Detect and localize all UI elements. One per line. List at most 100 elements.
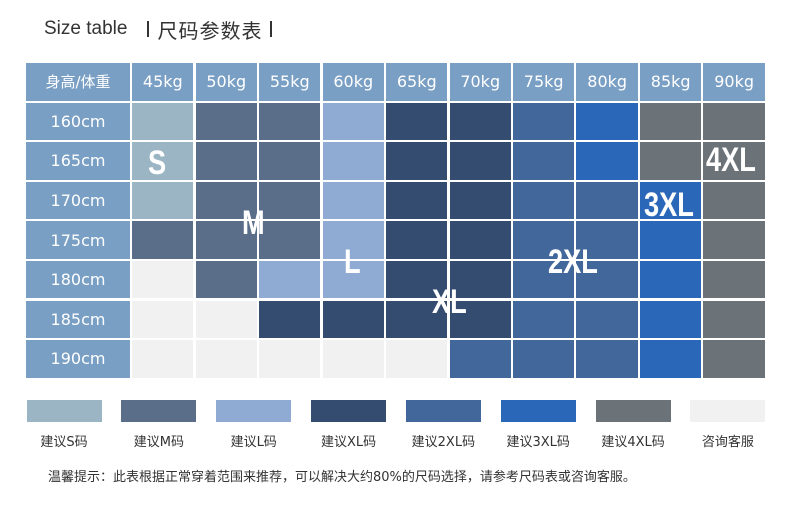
size-cell	[386, 142, 448, 180]
size-cell	[322, 340, 384, 378]
size-cell	[259, 142, 321, 180]
size-cell	[639, 221, 702, 259]
size-cell	[576, 260, 638, 299]
legend-label: 建议4XL码	[601, 435, 665, 450]
size-cell	[639, 142, 702, 180]
size-cell	[703, 102, 765, 141]
size-cell	[259, 340, 321, 378]
legend-swatch	[500, 400, 576, 422]
size-cell	[322, 142, 384, 180]
title-divider-end	[270, 21, 273, 37]
weight-header: 75kg	[513, 63, 575, 101]
size-cell	[195, 260, 257, 299]
size-cell	[639, 102, 702, 141]
size-cell	[386, 181, 448, 220]
weight-header: 55kg	[259, 63, 321, 101]
size-cell	[576, 340, 638, 378]
height-label: 170cm	[26, 181, 130, 220]
weight-header: 90kg	[703, 63, 765, 101]
size-region-label: M	[242, 204, 265, 242]
size-cell	[195, 102, 257, 141]
size-cell	[132, 221, 194, 259]
color-legend: 建议S码 建议M码 建议L码 建议XL码 建议2XL码 建议3XL码 建议4XL码 咨询客服	[26, 400, 766, 450]
size-region-label: XL	[432, 283, 467, 321]
size-cell	[703, 221, 765, 259]
height-label: 175cm	[26, 221, 130, 259]
size-cell	[322, 181, 384, 220]
size-region-label: 2XL	[548, 243, 598, 281]
legend-swatch	[405, 400, 481, 422]
weight-header: 45kg	[132, 63, 194, 101]
weight-header: 50kg	[195, 63, 257, 101]
size-cell	[703, 340, 765, 378]
legend-swatch	[26, 400, 102, 422]
size-cell	[322, 300, 384, 339]
weight-header: 60kg	[322, 63, 384, 101]
size-cell	[259, 181, 321, 220]
size-cell	[576, 300, 638, 339]
size-cell	[322, 260, 384, 299]
size-cell	[449, 340, 511, 378]
legend-label: 咨询客服	[701, 435, 754, 450]
size-region-label: S	[148, 144, 167, 182]
size-cell	[513, 300, 575, 339]
legend-item: 建议3XL码	[500, 400, 576, 450]
weight-header: 80kg	[576, 63, 638, 101]
size-cell	[195, 142, 257, 180]
page-header: Size table 尺码参数表	[44, 14, 273, 44]
size-cell	[639, 260, 702, 299]
legend-label: 建议2XL码	[411, 435, 476, 450]
size-cell	[386, 221, 448, 259]
legend-label: 建议S码	[40, 435, 88, 450]
size-cell	[132, 300, 194, 339]
size-cell	[703, 260, 765, 299]
size-cell	[703, 300, 765, 339]
size-cell	[132, 340, 194, 378]
legend-item: 建议4XL码	[595, 400, 671, 450]
size-cell	[195, 181, 257, 220]
legend-swatch	[121, 400, 197, 422]
weight-header: 65kg	[386, 63, 448, 101]
legend-label: 建议L码	[230, 435, 277, 450]
size-cell	[322, 102, 384, 141]
height-label: 165cm	[26, 142, 130, 180]
size-cell	[322, 221, 384, 259]
legend-item: 建议XL码	[311, 400, 387, 450]
corner-label: 身高/体重	[26, 63, 130, 101]
legend-swatch	[216, 400, 292, 422]
size-cell	[639, 300, 702, 339]
weight-header: 70kg	[449, 63, 511, 101]
size-cell	[449, 181, 511, 220]
size-cell	[576, 181, 638, 220]
legend-item: 咨询客服	[690, 400, 766, 450]
height-label: 185cm	[26, 300, 130, 339]
size-cell	[132, 142, 194, 180]
size-cell	[259, 260, 321, 299]
size-cell	[513, 181, 575, 220]
size-cell	[132, 181, 194, 220]
size-region-label: 3XL	[644, 186, 694, 224]
tip-note: 温馨提示：此表根据正常穿着范围来推荐，可以解决大约80%的尺码选择，请参考尺码表…	[48, 470, 636, 485]
size-cell	[513, 221, 575, 259]
size-table: 身高/体重 45kg 50kg 55kg 60kg 65kg 70kg 75kg 80kg 85k…	[26, 63, 765, 379]
size-cell	[195, 340, 257, 378]
legend-item: 建议L码	[216, 400, 292, 450]
title-english: Size table	[44, 18, 128, 39]
size-cell	[703, 181, 765, 220]
size-region-label: 4XL	[706, 141, 756, 179]
size-cell	[195, 300, 257, 339]
legend-label: 建议3XL码	[506, 435, 570, 450]
height-label: 180cm	[26, 260, 130, 299]
size-cell	[513, 142, 575, 180]
legend-swatch	[311, 400, 387, 422]
size-cell	[513, 340, 575, 378]
legend-item: 建议S码	[26, 400, 102, 450]
legend-item: 建议2XL码	[405, 400, 481, 450]
size-region-label: L	[344, 243, 361, 281]
size-cell	[513, 102, 575, 141]
legend-label: 建议XL码	[320, 435, 377, 450]
size-cell	[449, 142, 511, 180]
size-cell	[132, 260, 194, 299]
legend-swatch	[595, 400, 671, 422]
size-cell	[513, 260, 575, 299]
